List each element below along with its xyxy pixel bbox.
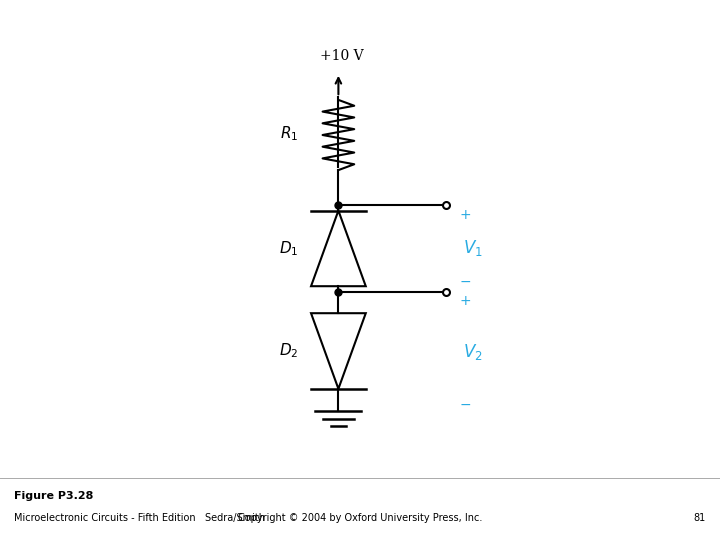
Text: +10 V: +10 V <box>320 49 364 63</box>
Text: Microelectronic Circuits - Fifth Edition   Sedra/Smith: Microelectronic Circuits - Fifth Edition… <box>14 514 266 523</box>
Text: Figure P3.28: Figure P3.28 <box>14 491 94 501</box>
Text: $D_1$: $D_1$ <box>279 239 299 258</box>
Text: $V_2$: $V_2$ <box>463 341 482 362</box>
Text: $R_1$: $R_1$ <box>281 124 299 143</box>
Text: −: − <box>459 398 471 412</box>
Text: +: + <box>459 208 471 222</box>
Text: $V_1$: $V_1$ <box>463 238 482 259</box>
Text: −: − <box>459 275 471 289</box>
Text: $D_2$: $D_2$ <box>279 342 299 360</box>
Text: Copyright © 2004 by Oxford University Press, Inc.: Copyright © 2004 by Oxford University Pr… <box>238 514 482 523</box>
Text: +: + <box>459 294 471 308</box>
Text: 81: 81 <box>693 514 706 523</box>
